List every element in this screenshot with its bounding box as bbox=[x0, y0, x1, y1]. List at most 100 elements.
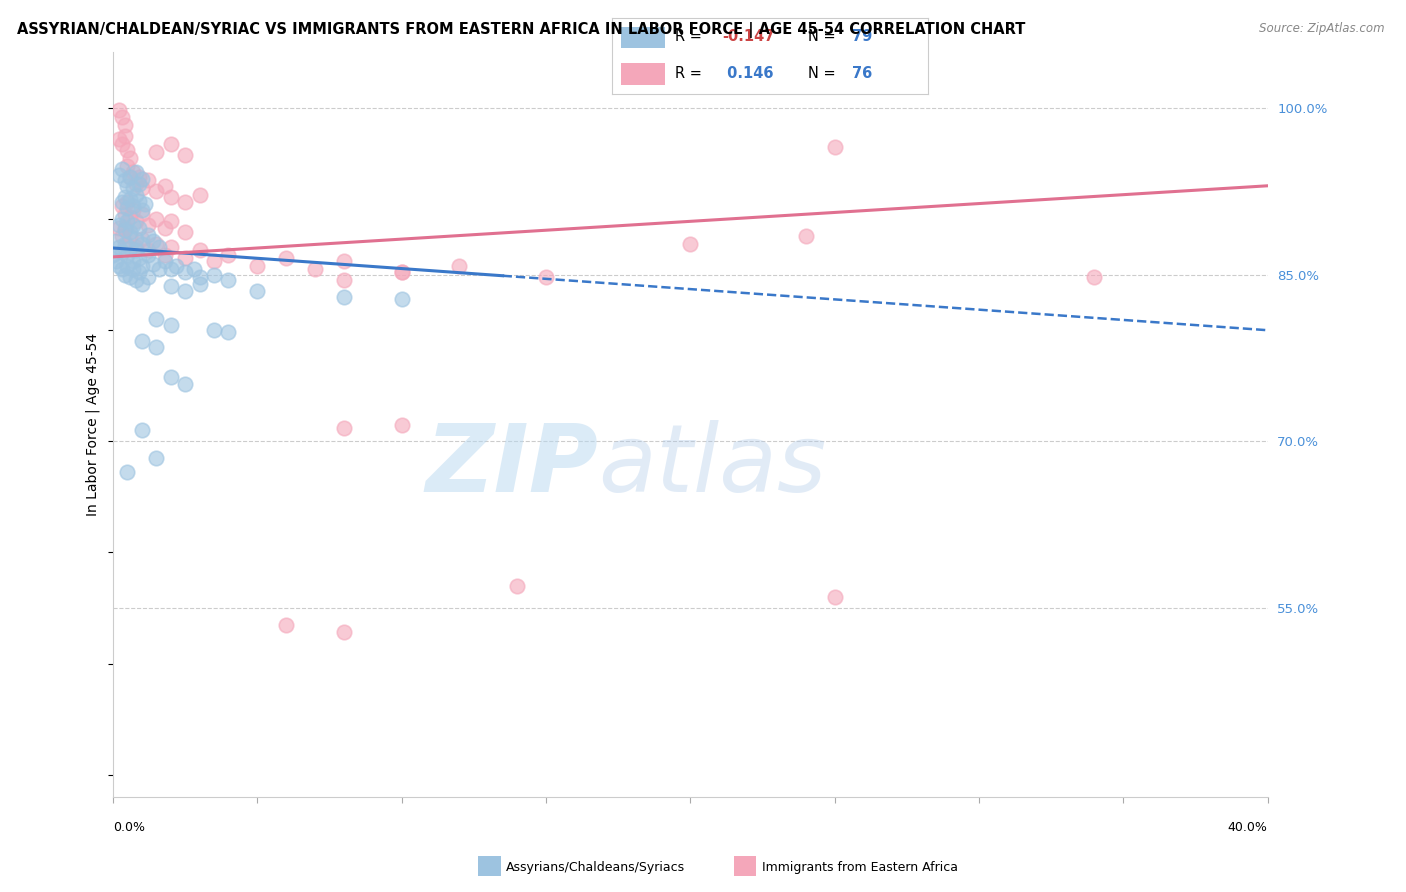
Point bbox=[166, 259, 188, 273]
Point bbox=[679, 236, 702, 251]
Point bbox=[794, 228, 817, 243]
Point bbox=[153, 254, 176, 268]
Point bbox=[136, 173, 159, 187]
Point bbox=[120, 192, 142, 206]
Point bbox=[114, 206, 136, 220]
Point bbox=[276, 617, 298, 632]
Point bbox=[128, 169, 150, 184]
Point bbox=[120, 169, 142, 184]
Point bbox=[111, 212, 134, 227]
Text: N =: N = bbox=[808, 66, 839, 80]
Point bbox=[136, 269, 159, 284]
Point bbox=[120, 151, 142, 165]
Point bbox=[145, 450, 167, 465]
Point bbox=[202, 254, 225, 268]
Point bbox=[333, 290, 356, 304]
Point bbox=[111, 262, 134, 277]
Point bbox=[111, 245, 134, 260]
Point bbox=[125, 240, 148, 254]
Point bbox=[122, 203, 145, 218]
Point bbox=[333, 273, 356, 287]
Text: 76: 76 bbox=[852, 66, 872, 80]
Point bbox=[391, 292, 413, 306]
Point bbox=[107, 218, 129, 232]
Point bbox=[174, 226, 197, 240]
Point bbox=[104, 254, 127, 268]
Point bbox=[107, 259, 129, 273]
Point bbox=[120, 169, 142, 184]
Point bbox=[114, 221, 136, 235]
Point bbox=[333, 421, 356, 435]
Point bbox=[120, 269, 142, 284]
Point bbox=[136, 248, 159, 262]
Point bbox=[128, 194, 150, 209]
Point bbox=[114, 128, 136, 143]
Point bbox=[122, 165, 145, 179]
Point bbox=[159, 240, 181, 254]
Point bbox=[1083, 269, 1105, 284]
Text: R =: R = bbox=[675, 66, 706, 80]
Point bbox=[125, 177, 148, 191]
Point bbox=[217, 326, 239, 340]
Point bbox=[120, 228, 142, 243]
Point bbox=[117, 195, 139, 210]
Point bbox=[117, 248, 139, 262]
Point bbox=[131, 203, 153, 218]
Point bbox=[159, 262, 181, 277]
Point bbox=[125, 165, 148, 179]
Text: Assyrians/Chaldeans/Syriacs: Assyrians/Chaldeans/Syriacs bbox=[506, 861, 685, 873]
Point bbox=[174, 195, 197, 210]
Text: 0.146: 0.146 bbox=[723, 66, 773, 80]
Point bbox=[174, 251, 197, 265]
Point bbox=[159, 318, 181, 332]
Point bbox=[131, 236, 153, 251]
Point bbox=[114, 268, 136, 282]
Point bbox=[128, 177, 150, 191]
Point bbox=[107, 240, 129, 254]
Point bbox=[120, 226, 142, 240]
Point bbox=[117, 143, 139, 157]
Point bbox=[114, 173, 136, 187]
Point bbox=[246, 259, 269, 273]
Point bbox=[136, 227, 159, 242]
Point bbox=[449, 259, 471, 273]
Point bbox=[111, 195, 134, 210]
Point bbox=[114, 190, 136, 204]
Point bbox=[174, 285, 197, 299]
Point bbox=[153, 178, 176, 193]
Point bbox=[125, 232, 148, 246]
Point bbox=[120, 241, 142, 255]
Bar bbox=[621, 27, 665, 48]
Point bbox=[128, 251, 150, 265]
Point bbox=[145, 340, 167, 354]
Point bbox=[188, 269, 211, 284]
Y-axis label: In Labor Force | Age 45-54: In Labor Force | Age 45-54 bbox=[86, 333, 100, 516]
Point bbox=[117, 236, 139, 251]
Point bbox=[122, 181, 145, 195]
Point bbox=[145, 145, 167, 160]
Text: -0.147: -0.147 bbox=[723, 29, 775, 45]
Point bbox=[145, 236, 167, 251]
Text: 40.0%: 40.0% bbox=[1227, 822, 1268, 834]
Point bbox=[122, 254, 145, 268]
Point bbox=[117, 178, 139, 193]
Point bbox=[107, 103, 129, 118]
Point bbox=[117, 214, 139, 228]
Point bbox=[101, 248, 124, 262]
Point bbox=[114, 118, 136, 132]
Point bbox=[391, 417, 413, 432]
Text: R =: R = bbox=[675, 29, 706, 45]
Text: ASSYRIAN/CHALDEAN/SYRIAC VS IMMIGRANTS FROM EASTERN AFRICA IN LABOR FORCE | AGE : ASSYRIAN/CHALDEAN/SYRIAC VS IMMIGRANTS F… bbox=[17, 22, 1025, 38]
Point bbox=[174, 376, 197, 391]
Point bbox=[131, 423, 153, 437]
Point bbox=[391, 265, 413, 279]
Point bbox=[111, 228, 134, 243]
Point bbox=[122, 262, 145, 277]
Point bbox=[246, 285, 269, 299]
Point bbox=[159, 370, 181, 384]
Point bbox=[391, 265, 413, 279]
Point bbox=[333, 625, 356, 640]
Point bbox=[159, 136, 181, 151]
Point bbox=[114, 236, 136, 251]
Text: ZIP: ZIP bbox=[425, 419, 598, 512]
